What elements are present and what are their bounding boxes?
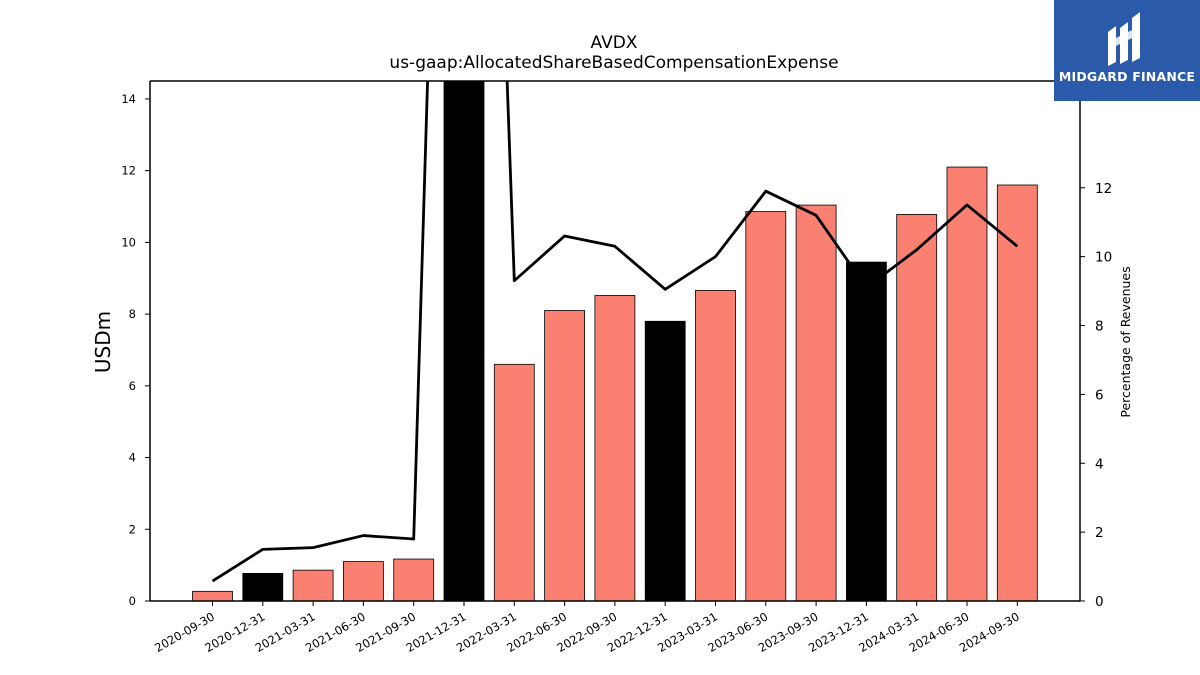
bar-2024-06-30 [946, 166, 988, 602]
y2-tick-label: 2 [1095, 525, 1104, 541]
bar-2020-12-31 [242, 572, 284, 602]
bar-2021-12-31 [443, 80, 485, 602]
y-tick-label: 10 [121, 235, 136, 249]
y-tick-label: 8 [129, 307, 136, 321]
bar-2022-12-31 [644, 320, 686, 602]
bar-2024-03-31 [896, 214, 938, 602]
y2-tick-label: 0 [1095, 594, 1104, 610]
bar-2023-06-30 [745, 211, 787, 602]
y-tick-label: 2 [129, 522, 136, 536]
bar-2022-09-30 [594, 295, 636, 602]
y-axis-label: USDm [91, 311, 115, 373]
midgard-finance-logo: MIDGARD FINANCE [1054, 0, 1200, 101]
chart-title: AVDX [591, 33, 638, 53]
percentage-line [211, 81, 1019, 583]
midgard-logo-icon [1108, 12, 1140, 66]
bar-2022-06-30 [544, 310, 585, 602]
y-tick-label: 14 [121, 92, 136, 106]
y2-tick-label: 4 [1095, 456, 1104, 472]
bar-2023-03-31 [695, 290, 736, 602]
y2-tick-label: 6 [1095, 387, 1104, 403]
y-tick-label: 12 [121, 164, 136, 178]
chart-subtitle: us-gaap:AllocatedShareBasedCompensationE… [389, 53, 838, 73]
bar-2023-09-30 [795, 204, 837, 602]
y-tick-label: 6 [129, 379, 136, 393]
bar-2021-03-31 [292, 569, 334, 602]
y2-tick-label: 12 [1095, 181, 1112, 197]
y2-tick-label: 8 [1095, 319, 1104, 335]
bar-2020-09-30 [192, 590, 233, 602]
bar-2024-09-30 [996, 184, 1038, 602]
bar-2023-12-31 [846, 261, 887, 602]
y-tick-label: 0 [129, 594, 136, 608]
bar-2022-03-31 [493, 363, 535, 602]
logo-text: MIDGARD FINANCE [1058, 69, 1196, 84]
bar-2021-09-30 [393, 558, 435, 602]
bar-2021-06-30 [342, 561, 384, 602]
y2-axis-label: Percentage of Revenues [1118, 266, 1133, 417]
y-tick-label: 4 [129, 451, 136, 465]
y2-tick-label: 10 [1095, 250, 1112, 266]
